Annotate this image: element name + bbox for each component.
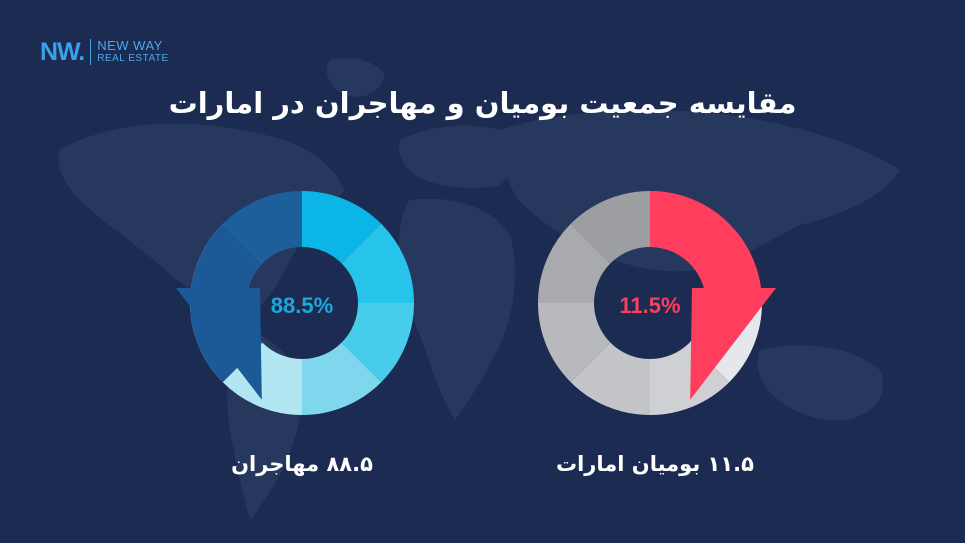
- donut-chart-natives: 11.5%: [538, 190, 776, 415]
- brand-logo: NW. NEW WAY REAL ESTATE: [40, 38, 169, 66]
- page-title: مقایسه جمعیت بومیان و مهاجران در امارات: [168, 86, 797, 120]
- logo-text: NEW WAY REAL ESTATE: [90, 39, 168, 65]
- logo-line-2: REAL ESTATE: [97, 53, 169, 64]
- donut-segment: [222, 191, 302, 264]
- donut-chart-migrants: 88.5%: [176, 191, 414, 415]
- caption-natives: ۱۱.۵ بومیان امارات: [556, 452, 754, 476]
- donut-segment: [222, 342, 302, 415]
- donut-segment: [538, 223, 611, 303]
- donut-segment: [570, 342, 650, 415]
- logo-mark: NW.: [40, 38, 85, 66]
- donut-segment: [538, 303, 611, 383]
- caption-migrants: ۸۸.۵ مهاجران: [231, 452, 373, 476]
- logo-line-1: NEW WAY: [97, 38, 163, 53]
- donut-center-label: 88.5%: [271, 293, 333, 318]
- donut-segment: [650, 342, 730, 415]
- donut-segment: [302, 191, 382, 264]
- donut-arrow-body: [650, 191, 762, 300]
- donut-arrow-head: [690, 288, 776, 400]
- donut-segment: [302, 342, 382, 415]
- donut-center-label: 11.5%: [619, 293, 680, 318]
- donut-segment: [341, 223, 414, 303]
- donut-arrow-head: [176, 288, 262, 400]
- donut-segment: [341, 303, 414, 383]
- donut-segment: [570, 191, 650, 264]
